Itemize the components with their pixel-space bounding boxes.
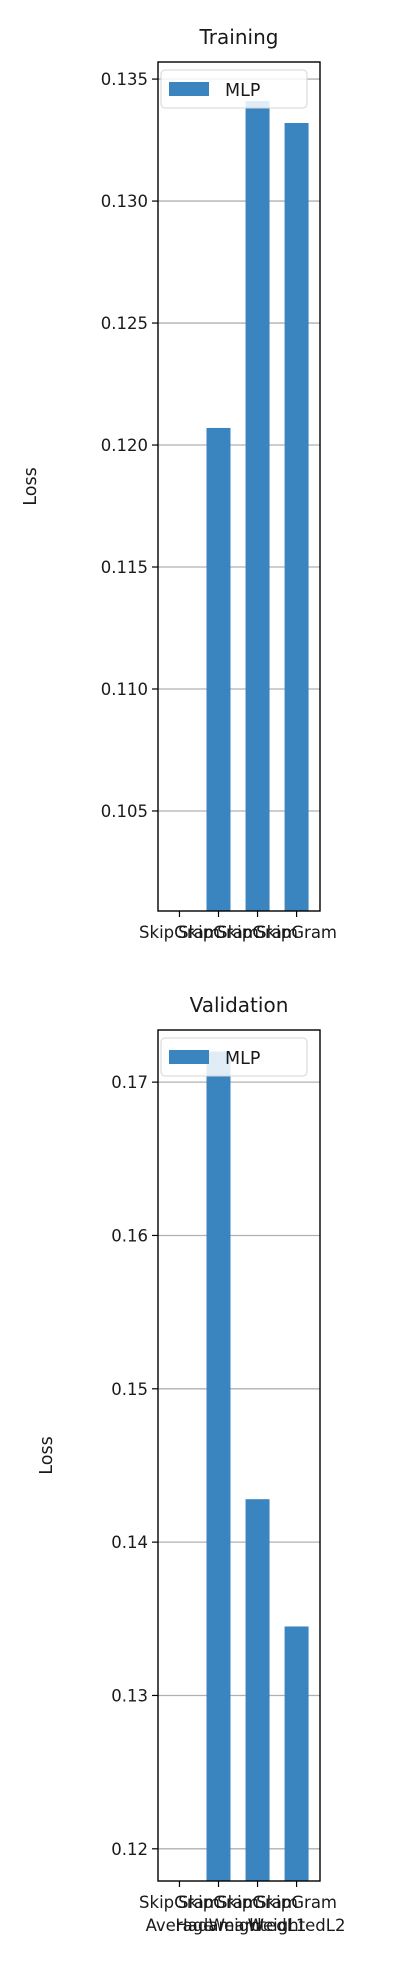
legend-swatch [169,82,209,96]
y-tick-label: 0.135 [101,70,148,89]
y-axis-label: Loss [37,1436,57,1474]
bar[interactable] [245,1499,270,1881]
y-tick-label: 0.13 [111,1686,148,1705]
bar[interactable] [284,122,309,911]
x-tick-label: SkipGram [217,923,298,942]
x-tick-label: SkipGram [139,923,220,942]
bar[interactable] [206,427,231,911]
plot-frame [157,1029,321,1882]
x-tick-label: SkipGram [178,1893,259,1912]
y-tick-label: 0.17 [111,1073,148,1092]
bar[interactable] [284,1626,309,1881]
x-tick-label: SkipGram [256,923,337,942]
chart-1: 0.105 0.110 0.115 0.120 0.125 0.130 0.135 SkipG… [21,25,337,942]
y-tick-label: 0.120 [101,436,148,455]
legend: MLP [160,69,308,109]
y-tick-label: 0.105 [101,802,148,821]
legend: MLP [160,1037,308,1077]
y-tick-label: 0.15 [111,1380,148,1399]
legend-swatch [169,1050,209,1064]
plot-frame [157,61,321,912]
x-tick-label-line2: WeightedL2 [248,1916,346,1935]
x-tick-label: SkipGram [256,1893,337,1912]
y-axis-label: Loss [21,467,41,505]
bar[interactable] [245,101,270,911]
y-tick-label: 0.130 [101,192,148,211]
y-tick-label: 0.16 [111,1226,148,1245]
x-tick-label: SkipGram [178,923,259,942]
chart-2: 0.120.130.140.150.160.17SkipGramAverageS… [37,993,345,1935]
legend-box [160,1037,308,1077]
chart-title: Training [199,25,279,49]
y-tick-label: 0.125 [101,314,148,333]
bar[interactable] [206,1051,231,1881]
chart-title: Validation [190,993,289,1017]
x-tick-label-line2: Average [146,1916,214,1935]
y-tick-label: 0.115 [101,558,148,577]
y-tick-label: 0.12 [111,1840,148,1859]
y-tick-label: 0.14 [111,1533,148,1552]
y-tick-label: 0.110 [101,680,148,699]
bars [206,1051,309,1881]
x-tick-label: SkipGram [217,1893,298,1912]
legend-label: MLP [225,81,260,101]
legend-box [160,69,308,109]
x-tick-label: SkipGram [139,1893,220,1912]
x-tick-label-line2: WeightedL1 [209,1916,307,1935]
legend-label: MLP [225,1049,260,1069]
bars [206,101,309,911]
x-tick-label-line2: Hadamard [175,1916,261,1935]
